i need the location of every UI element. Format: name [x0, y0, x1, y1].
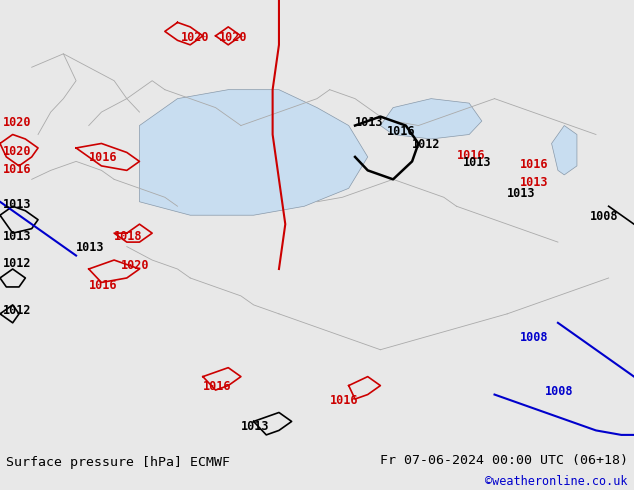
Text: 1020: 1020	[3, 116, 32, 128]
Text: ©weatheronline.co.uk: ©weatheronline.co.uk	[485, 475, 628, 488]
Text: 1013: 1013	[463, 156, 491, 169]
Polygon shape	[139, 90, 368, 215]
Text: 1020: 1020	[181, 31, 209, 44]
Polygon shape	[380, 98, 482, 139]
Text: 1013: 1013	[3, 230, 32, 243]
Text: 1013: 1013	[76, 241, 105, 254]
Text: 1016: 1016	[456, 149, 485, 162]
Text: 1013: 1013	[3, 198, 32, 212]
Text: Fr 07-06-2024 00:00 UTC (06+18): Fr 07-06-2024 00:00 UTC (06+18)	[380, 454, 628, 466]
Text: 1013: 1013	[355, 116, 384, 128]
Text: 1008: 1008	[545, 385, 574, 397]
Text: 1012: 1012	[412, 138, 441, 151]
Text: 1020: 1020	[120, 259, 149, 272]
Text: 1016: 1016	[3, 163, 32, 175]
Text: Surface pressure [hPa] ECMWF: Surface pressure [hPa] ECMWF	[6, 456, 230, 469]
Text: 1016: 1016	[387, 124, 415, 138]
Text: 1016: 1016	[89, 151, 117, 165]
Text: 1012: 1012	[3, 304, 32, 317]
Text: 1020: 1020	[219, 31, 247, 44]
Text: 1008: 1008	[590, 210, 618, 222]
Text: 1013: 1013	[241, 420, 269, 434]
Text: 1016: 1016	[89, 279, 117, 292]
Polygon shape	[552, 125, 577, 175]
Text: 1012: 1012	[3, 257, 32, 270]
Text: 1018: 1018	[114, 230, 143, 243]
Text: 1013: 1013	[520, 176, 548, 189]
Text: 1016: 1016	[330, 393, 358, 407]
Text: 1020: 1020	[3, 145, 32, 158]
Text: 1016: 1016	[520, 158, 548, 171]
Text: 1016: 1016	[203, 380, 231, 393]
Text: 1013: 1013	[507, 187, 536, 200]
Text: 1008: 1008	[520, 331, 548, 344]
